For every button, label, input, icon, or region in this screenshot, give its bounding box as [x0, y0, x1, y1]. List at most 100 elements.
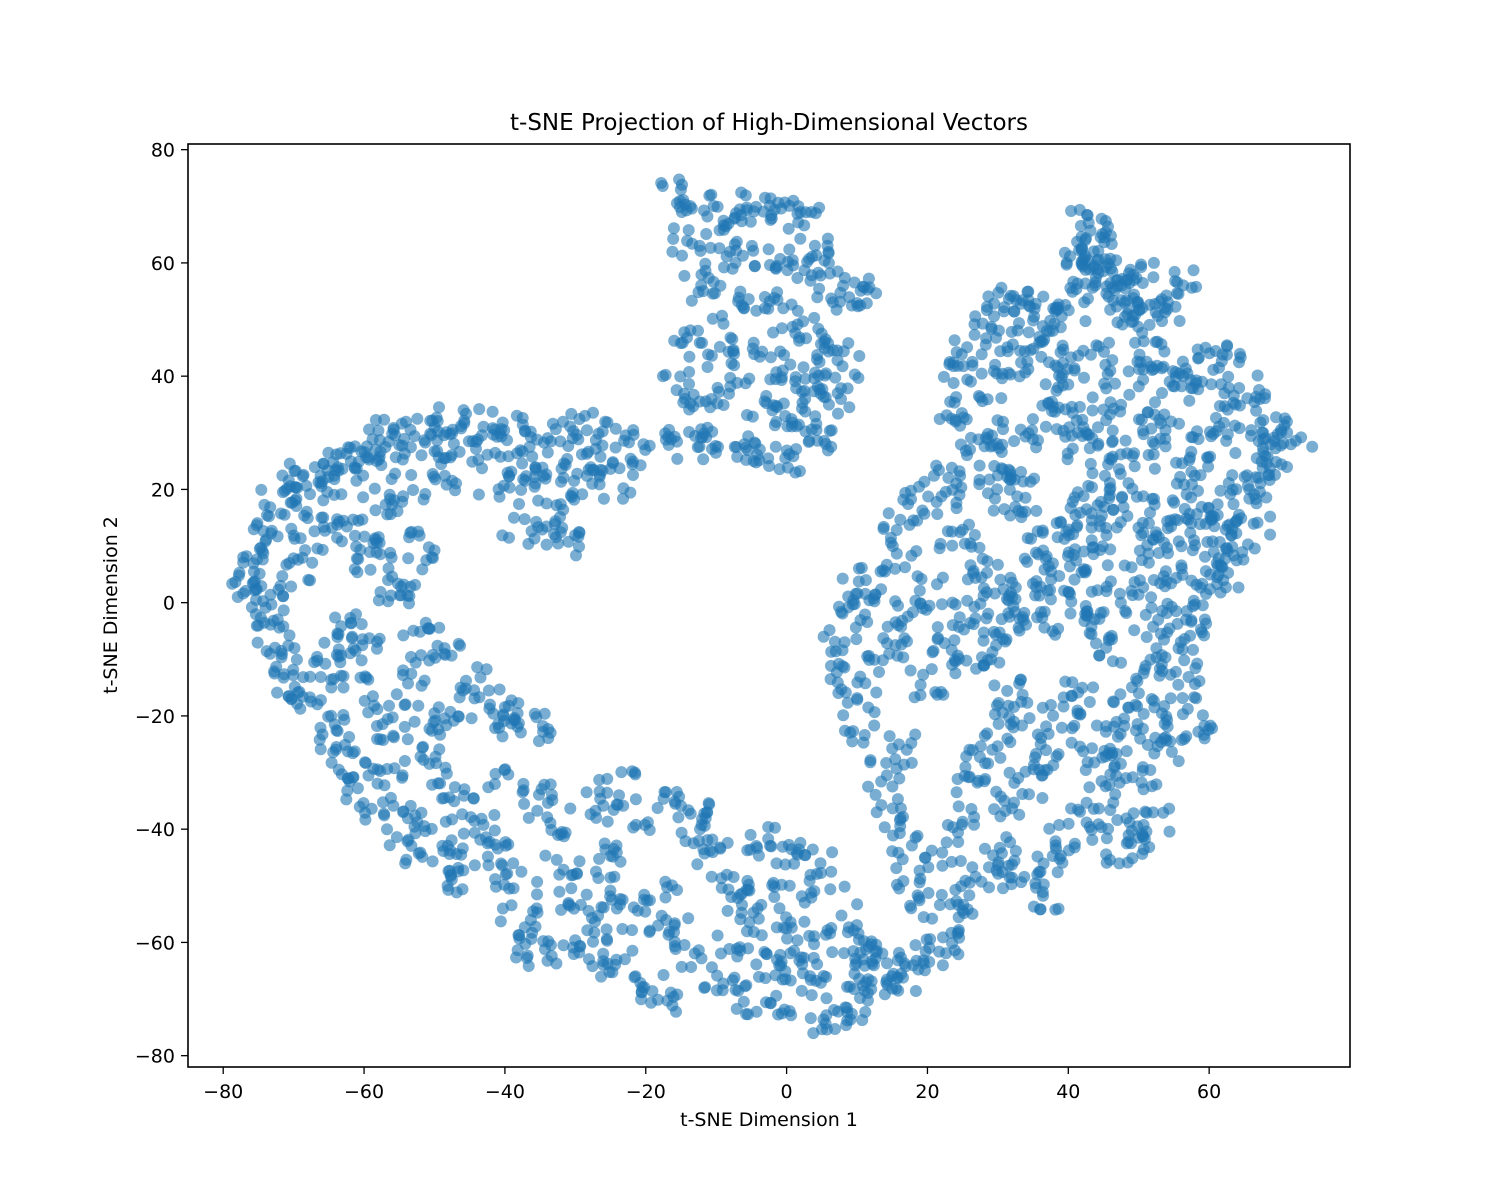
data-point	[584, 808, 597, 821]
x-tick-label: 60	[1197, 1081, 1221, 1103]
data-point	[433, 743, 446, 756]
data-point	[679, 835, 692, 848]
data-point	[991, 558, 1004, 571]
data-point	[667, 222, 680, 235]
data-point	[1086, 481, 1098, 494]
data-point	[1281, 461, 1293, 473]
data-point	[976, 651, 988, 664]
data-point	[727, 871, 740, 883]
data-point	[318, 636, 331, 649]
data-point	[777, 302, 790, 315]
data-point	[1062, 586, 1075, 599]
data-point	[842, 921, 855, 934]
data-point	[946, 525, 959, 538]
data-point	[789, 375, 802, 388]
data-point	[1241, 392, 1254, 405]
data-point	[900, 743, 913, 756]
data-point	[419, 436, 432, 449]
data-point	[810, 417, 823, 430]
data-point	[1137, 819, 1150, 831]
data-point	[1262, 469, 1275, 481]
data-point	[685, 294, 698, 307]
data-point	[1009, 845, 1022, 857]
y-tick-label: −20	[135, 706, 175, 728]
data-point	[1151, 310, 1164, 322]
data-point	[604, 890, 617, 903]
data-point	[683, 350, 696, 363]
data-point	[564, 802, 577, 815]
data-point	[1083, 428, 1095, 441]
data-point	[899, 561, 911, 574]
data-point	[455, 420, 467, 432]
data-point	[1006, 802, 1019, 815]
data-point	[741, 844, 754, 857]
data-point	[251, 636, 264, 649]
data-point	[1147, 620, 1160, 633]
data-point	[1011, 324, 1024, 337]
data-point	[1148, 462, 1161, 475]
data-point	[272, 583, 285, 596]
data-point	[721, 904, 734, 917]
data-point	[289, 481, 302, 494]
data-point	[387, 422, 400, 434]
data-point	[1128, 576, 1141, 589]
data-point	[496, 859, 509, 872]
data-point	[613, 789, 625, 802]
data-point	[601, 934, 614, 947]
data-point	[1084, 348, 1097, 361]
data-point	[1202, 460, 1215, 473]
data-point	[626, 944, 639, 957]
data-point	[1008, 435, 1021, 448]
data-point	[1229, 447, 1242, 459]
data-point	[851, 297, 864, 310]
data-point	[386, 498, 399, 511]
data-point	[1092, 253, 1105, 266]
data-point	[1256, 441, 1269, 454]
data-point	[411, 412, 424, 425]
data-point	[418, 674, 431, 687]
data-point	[470, 442, 482, 455]
data-point	[706, 425, 719, 438]
data-point	[1058, 246, 1071, 259]
y-axis-title: t-SNE Dimension 2	[100, 516, 122, 694]
data-point	[779, 858, 792, 871]
data-point	[670, 786, 683, 798]
y-tick-label: 40	[151, 366, 175, 388]
data-point	[768, 891, 781, 903]
data-point	[983, 861, 995, 874]
data-point	[610, 798, 623, 811]
data-point	[740, 979, 753, 992]
data-point	[1128, 460, 1141, 473]
data-point	[1165, 415, 1177, 428]
data-point	[794, 232, 807, 245]
data-point	[684, 200, 697, 213]
data-point	[743, 884, 756, 897]
data-point	[668, 940, 681, 953]
data-point	[937, 370, 950, 383]
data-point	[373, 632, 386, 645]
data-point	[1213, 361, 1225, 374]
data-point	[1260, 491, 1273, 504]
data-point	[961, 449, 973, 462]
data-point	[474, 671, 487, 684]
data-point	[803, 434, 816, 447]
data-point	[1066, 722, 1079, 735]
data-point	[425, 551, 438, 564]
data-point	[873, 666, 885, 678]
data-point	[878, 821, 891, 834]
data-point	[399, 857, 412, 870]
data-point	[695, 431, 708, 444]
data-point	[711, 381, 724, 394]
data-point	[615, 766, 628, 779]
data-point	[445, 649, 458, 662]
data-point	[498, 878, 511, 891]
data-point	[788, 944, 800, 957]
data-point	[343, 731, 356, 743]
data-point	[1136, 326, 1149, 339]
data-point	[1102, 822, 1115, 835]
data-point	[948, 634, 961, 647]
data-point	[813, 356, 826, 368]
data-point	[1090, 637, 1102, 650]
data-point	[820, 971, 832, 983]
